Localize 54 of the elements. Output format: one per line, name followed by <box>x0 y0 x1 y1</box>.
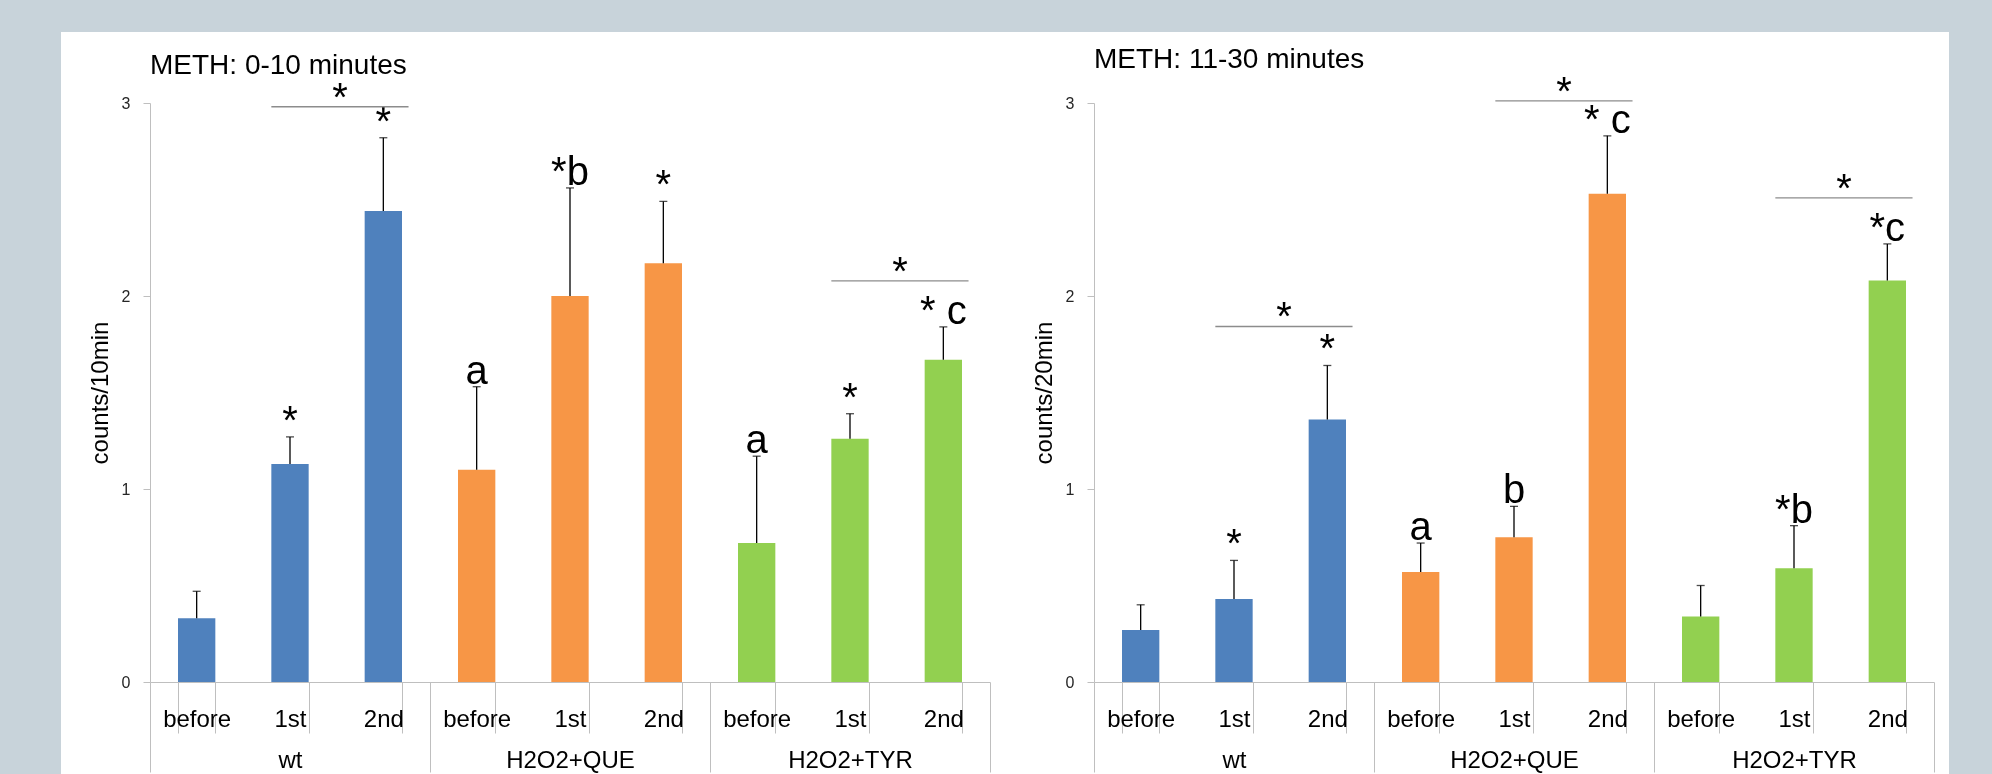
y-tick-label: 1 <box>121 480 131 498</box>
data-label: * c <box>919 287 967 332</box>
data-label: * <box>1226 521 1242 566</box>
series-label: 2nd <box>1307 704 1348 732</box>
text: 1st <box>834 704 867 732</box>
text: 2nd <box>643 704 684 732</box>
text: 2nd <box>1587 704 1628 732</box>
data-label: b <box>1502 467 1526 512</box>
text: before <box>1667 704 1736 732</box>
text: 2nd <box>923 704 964 732</box>
y-axis-title: counts/10min <box>85 321 113 465</box>
data-label: *b <box>1775 486 1813 531</box>
text: 1st <box>554 704 587 732</box>
data-label: a <box>1409 504 1433 549</box>
text: 1st <box>1498 704 1531 732</box>
y-tick-label: 0 <box>121 673 131 691</box>
data-label: * <box>1319 326 1336 371</box>
annotation: * <box>1556 68 1572 113</box>
y-tick-label: 0 <box>1065 673 1075 691</box>
data-label: * <box>282 397 298 442</box>
series-label: before <box>1107 704 1176 732</box>
data-label: * c <box>1583 96 1631 141</box>
text: 2nd <box>1867 704 1908 732</box>
y-tick-label: 2 <box>121 287 131 305</box>
data-label: *c <box>1869 204 1906 249</box>
data-label: * <box>375 98 392 143</box>
text: before <box>1387 704 1456 732</box>
series-label: 1st <box>274 704 307 732</box>
data-label: *b <box>551 148 589 193</box>
annotation: * <box>892 248 908 293</box>
series-label: 1st <box>1218 704 1251 732</box>
x-tick-label: H2O2+QUE <box>1450 745 1579 773</box>
data-label: * <box>655 162 672 207</box>
y-axis-title: counts/20min <box>1029 321 1057 465</box>
y-tick-label: 1 <box>1065 480 1075 498</box>
text: 1st <box>1778 704 1811 732</box>
text: before <box>443 704 512 732</box>
x-tick-label: wt <box>277 745 303 773</box>
y-tick-label: 3 <box>1065 94 1075 112</box>
data-label: a <box>745 417 769 462</box>
x-tick-label: H2O2+TYR <box>788 745 913 773</box>
annotation: * <box>1836 165 1852 210</box>
x-tick-label: H2O2+QUE <box>506 745 635 773</box>
x-tick-label: H2O2+TYR <box>1732 745 1857 773</box>
data-label: a <box>465 347 489 392</box>
annotation: * <box>1276 294 1292 339</box>
x-tick-label: wt <box>1221 745 1247 773</box>
chart-title: METH: 11-30 minutes <box>1094 42 1365 74</box>
series-label: before <box>163 704 232 732</box>
text: before <box>723 704 792 732</box>
y-tick-label: 3 <box>121 94 131 112</box>
y-tick-label: 2 <box>1065 287 1075 305</box>
series-label: 2nd <box>363 704 404 732</box>
data-label: * <box>842 374 858 419</box>
